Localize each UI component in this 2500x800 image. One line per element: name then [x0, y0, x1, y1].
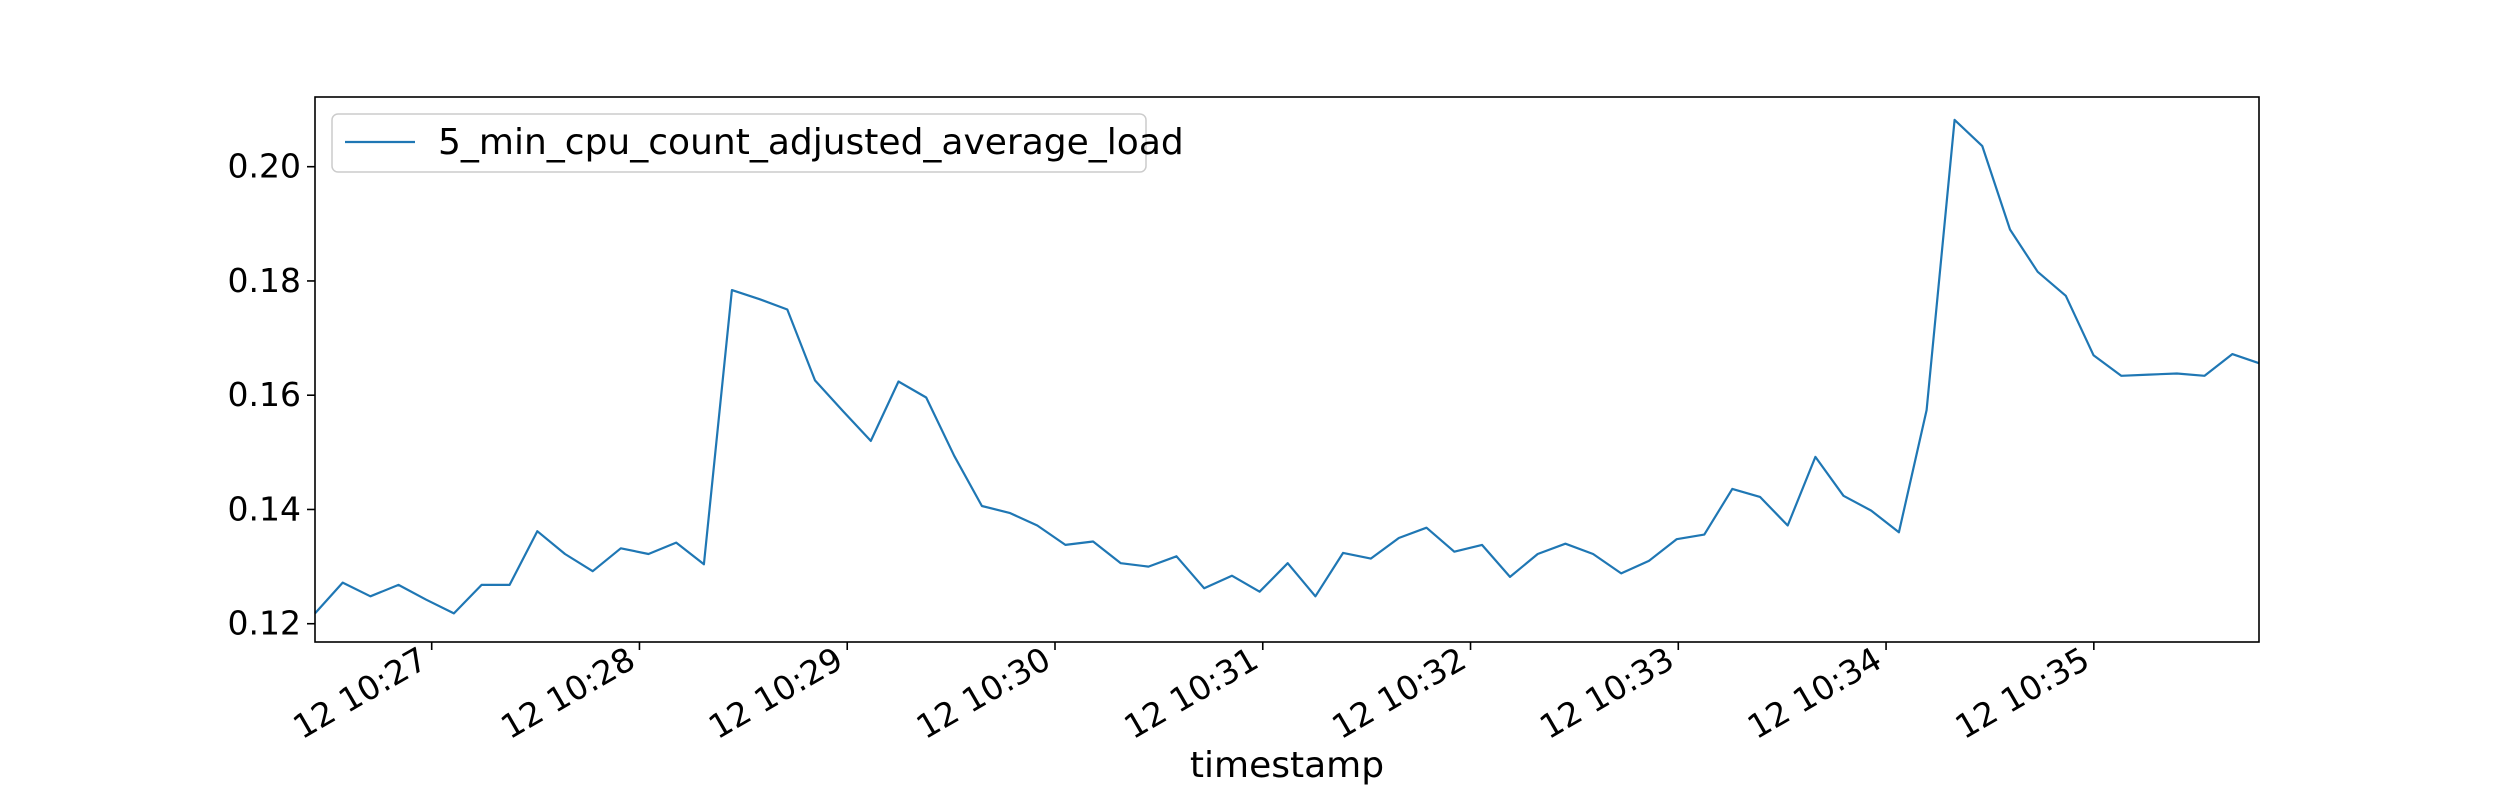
series-line-0 [314, 118, 2260, 615]
legend-series-label: 5_min_cpu_count_adjusted_average_load [438, 122, 1184, 163]
y-tick-label: 0.16 [228, 375, 301, 414]
y-axis: 0.12 0.14 0.16 0.18 0.20 [228, 147, 315, 643]
y-tick-label: 0.18 [228, 261, 301, 300]
y-tick-label: 0.14 [228, 489, 301, 528]
y-tick-label: 0.12 [228, 604, 301, 643]
plot-area-frame [314, 96, 2260, 643]
y-tick-label: 0.20 [228, 147, 301, 186]
legend: 5_min_cpu_count_adjusted_average_load [331, 113, 1184, 173]
legend-box [331, 113, 1147, 173]
series-layer [314, 118, 2260, 615]
x-axis-label: timestamp [1190, 745, 1384, 786]
